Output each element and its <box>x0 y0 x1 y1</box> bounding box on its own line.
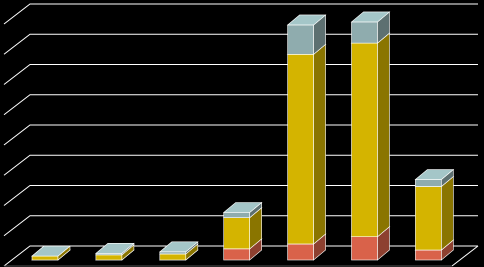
bar-face <box>223 217 250 250</box>
bar-face <box>158 241 199 253</box>
grid-line <box>3 64 478 85</box>
bar-face <box>287 24 314 55</box>
bar-face <box>223 212 250 218</box>
bar-face <box>415 179 442 187</box>
bar-segment <box>414 168 455 188</box>
bar-face <box>31 255 59 261</box>
grid-line <box>3 124 478 146</box>
bar-segment <box>286 43 327 245</box>
bar-face <box>414 169 455 180</box>
bar-face <box>350 11 391 23</box>
grid-line <box>3 215 478 237</box>
bar-face <box>95 243 135 254</box>
bar-face <box>351 236 378 261</box>
bar-segment <box>95 242 135 256</box>
bar-segment <box>350 11 391 44</box>
bar-segment <box>158 241 199 255</box>
grid-line <box>3 185 478 206</box>
grid-line <box>3 33 478 55</box>
bar-segment <box>31 245 71 257</box>
bar-face <box>222 202 263 213</box>
bar-face <box>313 43 326 245</box>
bar-face <box>223 248 250 261</box>
grid-line <box>3 245 478 267</box>
grid-line <box>3 94 478 116</box>
bar-face <box>287 53 314 245</box>
bar-face <box>351 21 378 44</box>
bar-segment <box>414 175 455 251</box>
bar-face <box>159 251 187 255</box>
grid-line <box>3 154 478 176</box>
bar-face <box>377 32 390 238</box>
grid-line <box>3 3 478 25</box>
bar-segment <box>222 201 263 219</box>
bar-face <box>415 249 442 261</box>
bar-face <box>287 243 314 261</box>
bar-face <box>95 254 123 261</box>
floor-edge <box>451 245 479 267</box>
bar-face <box>31 245 71 257</box>
bar-face <box>159 253 187 261</box>
bar-face <box>441 175 454 251</box>
bar-segment <box>286 14 327 55</box>
bar-segment <box>350 32 391 238</box>
bar-face <box>286 14 327 26</box>
bar-face <box>351 42 378 238</box>
bar-face <box>415 186 442 251</box>
